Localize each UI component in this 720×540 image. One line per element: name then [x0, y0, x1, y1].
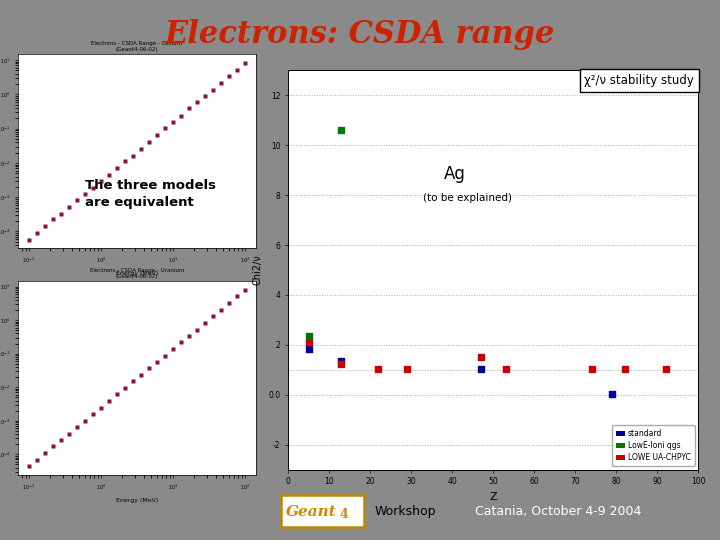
Point: [475, 353, 487, 362]
Title: Electrons - CSDA Range - Cesium
(Geant4-06-02): Electrons - CSDA Range - Cesium (Geant4-…: [91, 42, 182, 52]
Point: [372, 364, 384, 373]
Text: 4: 4: [340, 508, 348, 521]
Text: Geant: Geant: [286, 505, 336, 519]
Point: [618, 365, 630, 374]
Text: The three models
are equivalent: The three models are equivalent: [84, 179, 215, 209]
Point: [660, 365, 671, 374]
Text: Catania, October 4-9 2004: Catania, October 4-9 2004: [475, 505, 642, 518]
Point: [302, 338, 314, 347]
Point: [336, 359, 347, 368]
Text: Workshop: Workshop: [374, 505, 436, 518]
Legend: standard, LowE-Ioni qgs, LOWE UA-CHPYC: standard, LowE-Ioni qgs, LOWE UA-CHPYC: [612, 425, 695, 466]
Point: [336, 357, 347, 366]
Text: (to be explained): (to be explained): [423, 193, 513, 203]
Point: [336, 126, 347, 134]
Text: Electrons: CSDA range: Electrons: CSDA range: [165, 19, 555, 50]
Point: [606, 389, 618, 398]
Title: Electrons - CSDA Range - Uranium
(Geant4-06-02): Electrons - CSDA Range - Uranium (Geant4…: [89, 268, 184, 279]
Point: [586, 365, 598, 374]
Point: [500, 365, 511, 374]
Y-axis label: Chi2/ν: Chi2/ν: [253, 255, 263, 285]
Text: Ag: Ag: [444, 165, 466, 183]
Point: [401, 364, 413, 373]
Point: [475, 364, 487, 373]
Point: [302, 332, 314, 341]
X-axis label: Energy (MeV): Energy (MeV): [116, 498, 158, 503]
X-axis label: Z: Z: [490, 492, 497, 502]
Text: χ²/ν stability study: χ²/ν stability study: [585, 74, 694, 87]
X-axis label: Energy (MeV): Energy (MeV): [116, 271, 158, 276]
Point: [302, 345, 314, 353]
